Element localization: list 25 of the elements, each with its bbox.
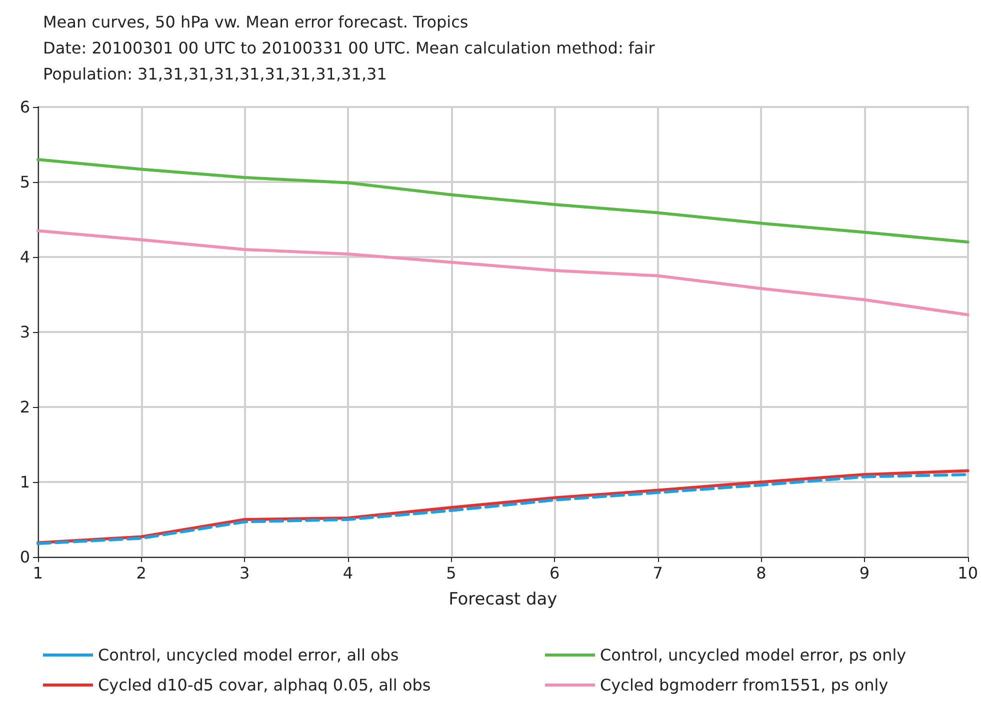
y-tick-label: 6 bbox=[20, 98, 30, 116]
legend-label: Control, uncycled model error, ps only bbox=[600, 646, 906, 664]
y-tick-label: 2 bbox=[20, 398, 30, 416]
x-tick-label: 4 bbox=[342, 564, 354, 582]
y-tick-label: 5 bbox=[20, 172, 30, 192]
y-tick-label: 3 bbox=[20, 322, 30, 342]
x-tick-label: 7 bbox=[652, 564, 663, 582]
x-axis-title: Forecast day bbox=[448, 590, 558, 610]
y-tick-label: 1 bbox=[20, 472, 30, 492]
x-tick-label: 2 bbox=[136, 564, 146, 582]
x-tick-label: 9 bbox=[859, 564, 870, 582]
x-tick-label: 10 bbox=[958, 564, 978, 582]
legend-label: Cycled bgmoderr from1551, ps only bbox=[600, 676, 888, 694]
legend-label: Cycled d10-d5 covar, alphaq 0.05, all obs bbox=[98, 676, 431, 694]
y-tick-label: 0 bbox=[20, 548, 30, 566]
y-tick-label: 4 bbox=[20, 248, 30, 266]
x-tick-label: 5 bbox=[446, 564, 456, 582]
x-tick-label: 1 bbox=[32, 564, 44, 582]
x-tick-label: 3 bbox=[240, 564, 250, 582]
line-series bbox=[36, 158, 970, 244]
line-series bbox=[36, 229, 970, 316]
chart-title: Mean curves, 50 hPa vw. Mean error forecast. Tropics Date: 20100301 00 UTC to 20100331 00 UTC. Mean calculation method: fair Population: 31,31,31,31,31,31,31,31,31,31 bbox=[43, 12, 656, 84]
x-tick-label: 8 bbox=[756, 564, 766, 582]
x-tick-label: 6 bbox=[549, 564, 560, 582]
legend-label: Control, uncycled model error, all obs bbox=[98, 646, 399, 664]
